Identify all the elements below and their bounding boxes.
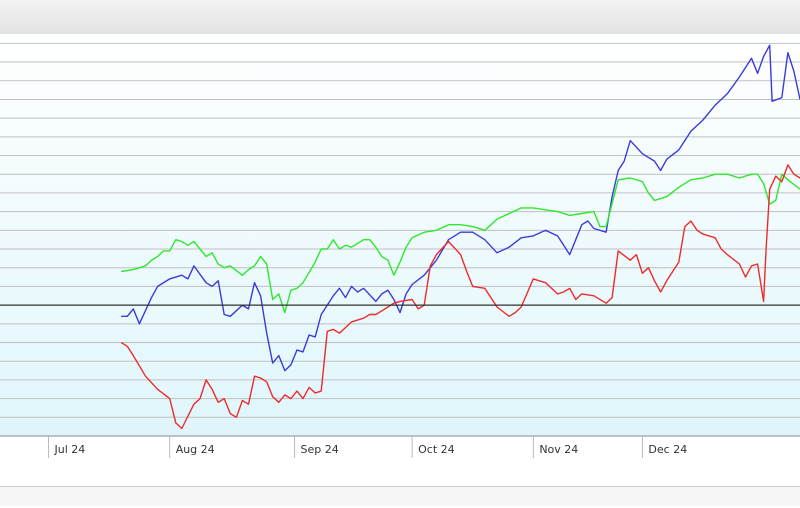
line-chart: Jul 24 Aug 24 Sep 24 Oct 24 Nov 24 Dec 24 bbox=[0, 34, 800, 458]
series-line-green bbox=[121, 173, 800, 314]
plot-area-background bbox=[0, 34, 800, 436]
x-tick-label-4: Nov 24 bbox=[539, 443, 578, 456]
series-line-blue bbox=[121, 44, 800, 372]
x-axis-ticks: Jul 24 Aug 24 Sep 24 Oct 24 Nov 24 Dec 24 bbox=[47, 436, 687, 458]
top-toolbar-band bbox=[0, 0, 800, 34]
chart-frame: Jul 24 Aug 24 Sep 24 Oct 24 Nov 24 Dec 24 bbox=[0, 34, 800, 504]
x-tick-label-1: Aug 24 bbox=[176, 443, 215, 456]
series-line-red bbox=[120, 164, 800, 430]
x-tick-label-2: Sep 24 bbox=[301, 443, 339, 456]
gridlines bbox=[0, 42, 800, 437]
x-tick-label-0: Jul 24 bbox=[53, 443, 85, 456]
series-layer bbox=[120, 44, 800, 430]
x-tick-label-5: Dec 24 bbox=[648, 443, 687, 456]
x-tick-label-3: Oct 24 bbox=[418, 443, 455, 456]
bottom-status-band bbox=[0, 486, 800, 506]
